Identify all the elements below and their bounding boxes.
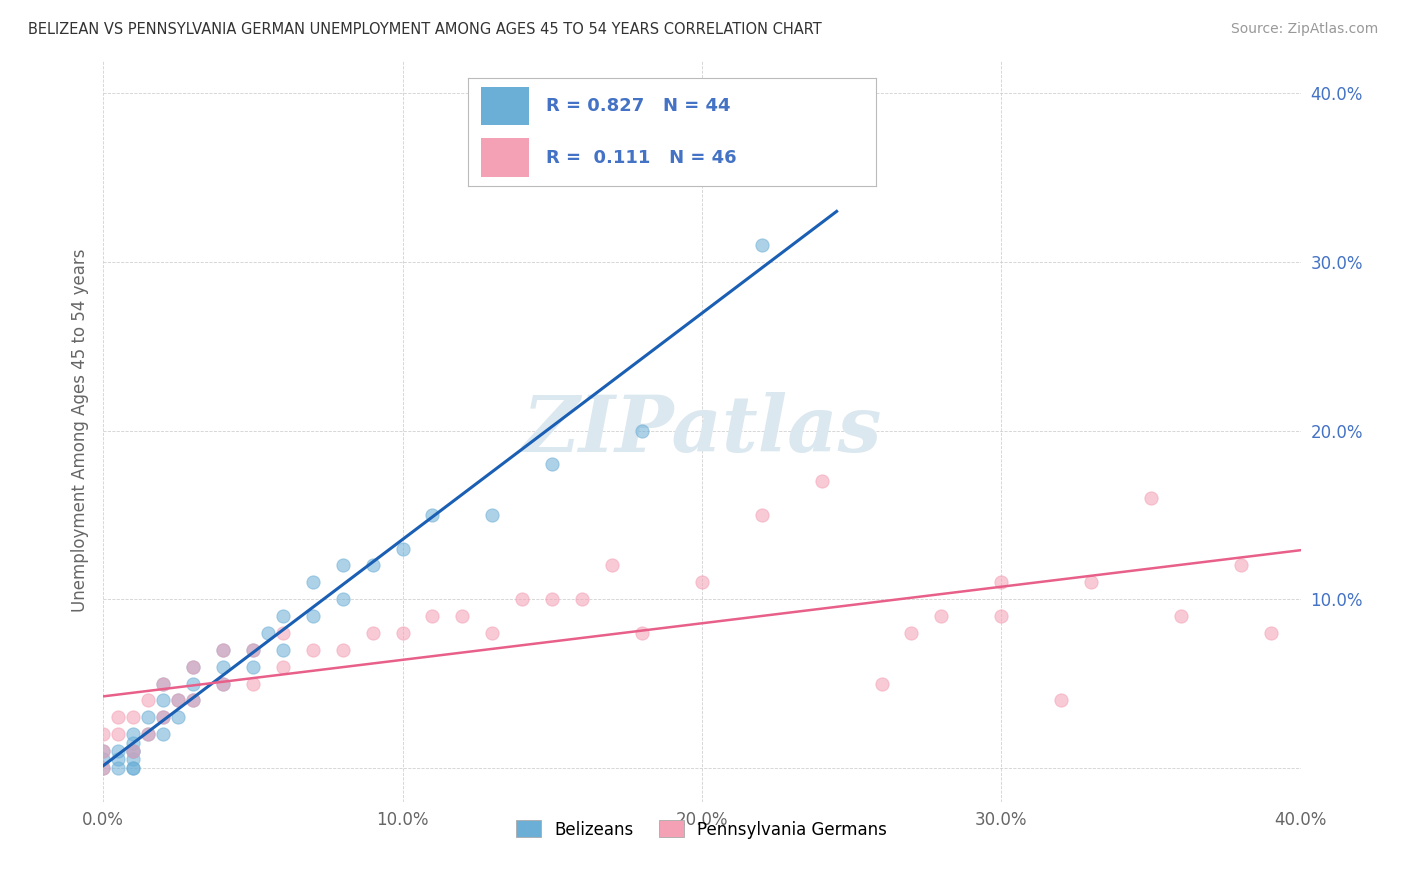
Point bbox=[1260, 626, 1282, 640]
Point bbox=[107, 710, 129, 724]
Point bbox=[332, 558, 354, 573]
Point bbox=[91, 752, 114, 766]
Point bbox=[122, 735, 145, 749]
Point bbox=[870, 676, 893, 690]
Point bbox=[631, 424, 654, 438]
Point bbox=[751, 508, 773, 522]
Point bbox=[990, 609, 1012, 624]
Point bbox=[107, 752, 129, 766]
Point bbox=[900, 626, 922, 640]
Point bbox=[242, 642, 264, 657]
Point bbox=[136, 727, 159, 741]
Point bbox=[91, 744, 114, 758]
Y-axis label: Unemployment Among Ages 45 to 54 years: Unemployment Among Ages 45 to 54 years bbox=[72, 249, 89, 612]
Point bbox=[541, 458, 564, 472]
Point bbox=[242, 676, 264, 690]
Point bbox=[107, 727, 129, 741]
Point bbox=[167, 710, 190, 724]
Point bbox=[152, 727, 174, 741]
Point bbox=[541, 592, 564, 607]
Point bbox=[571, 592, 593, 607]
Point bbox=[361, 626, 384, 640]
Point bbox=[181, 693, 204, 707]
Point bbox=[212, 642, 235, 657]
Point bbox=[810, 474, 832, 488]
Text: Source: ZipAtlas.com: Source: ZipAtlas.com bbox=[1230, 22, 1378, 37]
Point bbox=[212, 676, 235, 690]
Point bbox=[181, 659, 204, 673]
Point bbox=[1080, 575, 1102, 590]
Point bbox=[481, 626, 503, 640]
Point bbox=[122, 752, 145, 766]
Point bbox=[1140, 491, 1163, 505]
Point bbox=[107, 744, 129, 758]
Point bbox=[91, 727, 114, 741]
Point bbox=[1050, 693, 1073, 707]
Point bbox=[631, 626, 654, 640]
Point bbox=[122, 761, 145, 775]
Point bbox=[600, 558, 623, 573]
Text: BELIZEAN VS PENNSYLVANIA GERMAN UNEMPLOYMENT AMONG AGES 45 TO 54 YEARS CORRELATI: BELIZEAN VS PENNSYLVANIA GERMAN UNEMPLOY… bbox=[28, 22, 823, 37]
Point bbox=[990, 575, 1012, 590]
Point bbox=[361, 558, 384, 573]
Point bbox=[181, 676, 204, 690]
Point bbox=[91, 744, 114, 758]
Point bbox=[167, 693, 190, 707]
Point bbox=[1229, 558, 1251, 573]
Point bbox=[391, 541, 413, 556]
Point bbox=[1170, 609, 1192, 624]
Point bbox=[167, 693, 190, 707]
Point bbox=[136, 710, 159, 724]
Point bbox=[256, 626, 278, 640]
Text: ZIPatlas: ZIPatlas bbox=[522, 392, 882, 469]
Point bbox=[152, 710, 174, 724]
Point bbox=[152, 676, 174, 690]
Point bbox=[422, 508, 444, 522]
Point bbox=[301, 575, 323, 590]
Point bbox=[122, 744, 145, 758]
Point bbox=[301, 609, 323, 624]
Point bbox=[391, 626, 413, 640]
Point bbox=[212, 676, 235, 690]
Point bbox=[451, 609, 474, 624]
Point bbox=[422, 609, 444, 624]
Legend: Belizeans, Pennsylvania Germans: Belizeans, Pennsylvania Germans bbox=[510, 814, 894, 846]
Point bbox=[107, 761, 129, 775]
Point bbox=[271, 659, 294, 673]
Point bbox=[122, 744, 145, 758]
Point bbox=[271, 626, 294, 640]
Point bbox=[271, 642, 294, 657]
Point bbox=[751, 238, 773, 252]
Point bbox=[690, 575, 713, 590]
Point bbox=[481, 508, 503, 522]
Point bbox=[271, 609, 294, 624]
Point bbox=[212, 659, 235, 673]
Point bbox=[91, 761, 114, 775]
Point bbox=[212, 642, 235, 657]
Point bbox=[122, 710, 145, 724]
Point bbox=[152, 693, 174, 707]
Point bbox=[181, 693, 204, 707]
Point bbox=[181, 659, 204, 673]
Point bbox=[136, 693, 159, 707]
Point bbox=[931, 609, 953, 624]
Point bbox=[332, 642, 354, 657]
Point bbox=[136, 727, 159, 741]
Point bbox=[122, 744, 145, 758]
Point bbox=[152, 676, 174, 690]
Point bbox=[301, 642, 323, 657]
Point bbox=[825, 136, 848, 151]
Point bbox=[332, 592, 354, 607]
Point bbox=[152, 710, 174, 724]
Point bbox=[242, 659, 264, 673]
Point bbox=[91, 761, 114, 775]
Point bbox=[122, 761, 145, 775]
Point bbox=[510, 592, 533, 607]
Point bbox=[122, 727, 145, 741]
Point bbox=[242, 642, 264, 657]
